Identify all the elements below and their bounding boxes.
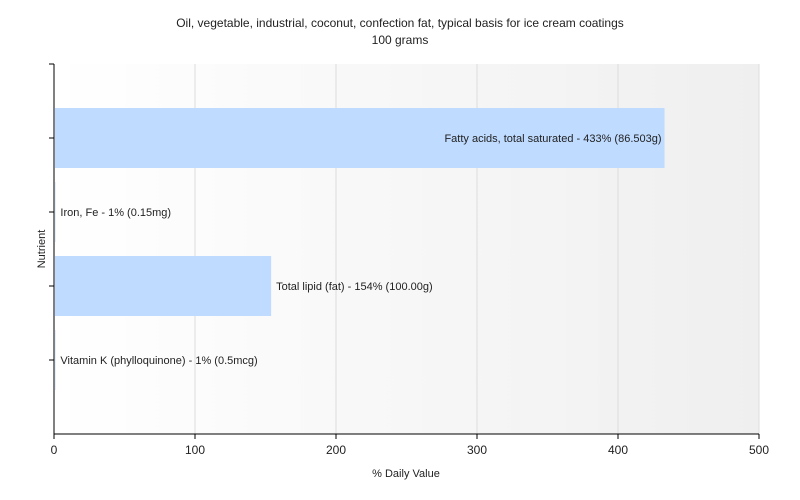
chart-subtitle: 100 grams bbox=[372, 33, 429, 47]
x-axis-title: % Daily Value bbox=[372, 468, 440, 480]
x-tick-label: 400 bbox=[608, 443, 628, 457]
x-tick-labels: 0 100 200 300 400 500 bbox=[51, 443, 770, 457]
bar-labels: Fatty acids, total saturated - 433% (86.… bbox=[60, 133, 661, 367]
bar bbox=[55, 108, 665, 168]
x-tick-label: 0 bbox=[51, 443, 58, 457]
x-tick-label: 100 bbox=[185, 443, 205, 457]
bar-label: Iron, Fe - 1% (0.15mg) bbox=[60, 207, 171, 219]
x-tick-label: 300 bbox=[467, 443, 487, 457]
bar-label: Vitamin K (phylloquinone) - 1% (0.5mcg) bbox=[60, 355, 257, 367]
x-tick-label: 200 bbox=[326, 443, 346, 457]
bars bbox=[55, 108, 665, 390]
bar bbox=[55, 256, 272, 316]
bar-label: Fatty acids, total saturated - 433% (86.… bbox=[444, 133, 661, 145]
x-tick-label: 500 bbox=[749, 443, 769, 457]
chart-title: Oil, vegetable, industrial, coconut, con… bbox=[176, 16, 624, 30]
bar-label: Total lipid (fat) - 154% (100.00g) bbox=[276, 281, 433, 293]
axes bbox=[49, 63, 760, 439]
y-axis-title: Nutrient bbox=[36, 230, 48, 269]
